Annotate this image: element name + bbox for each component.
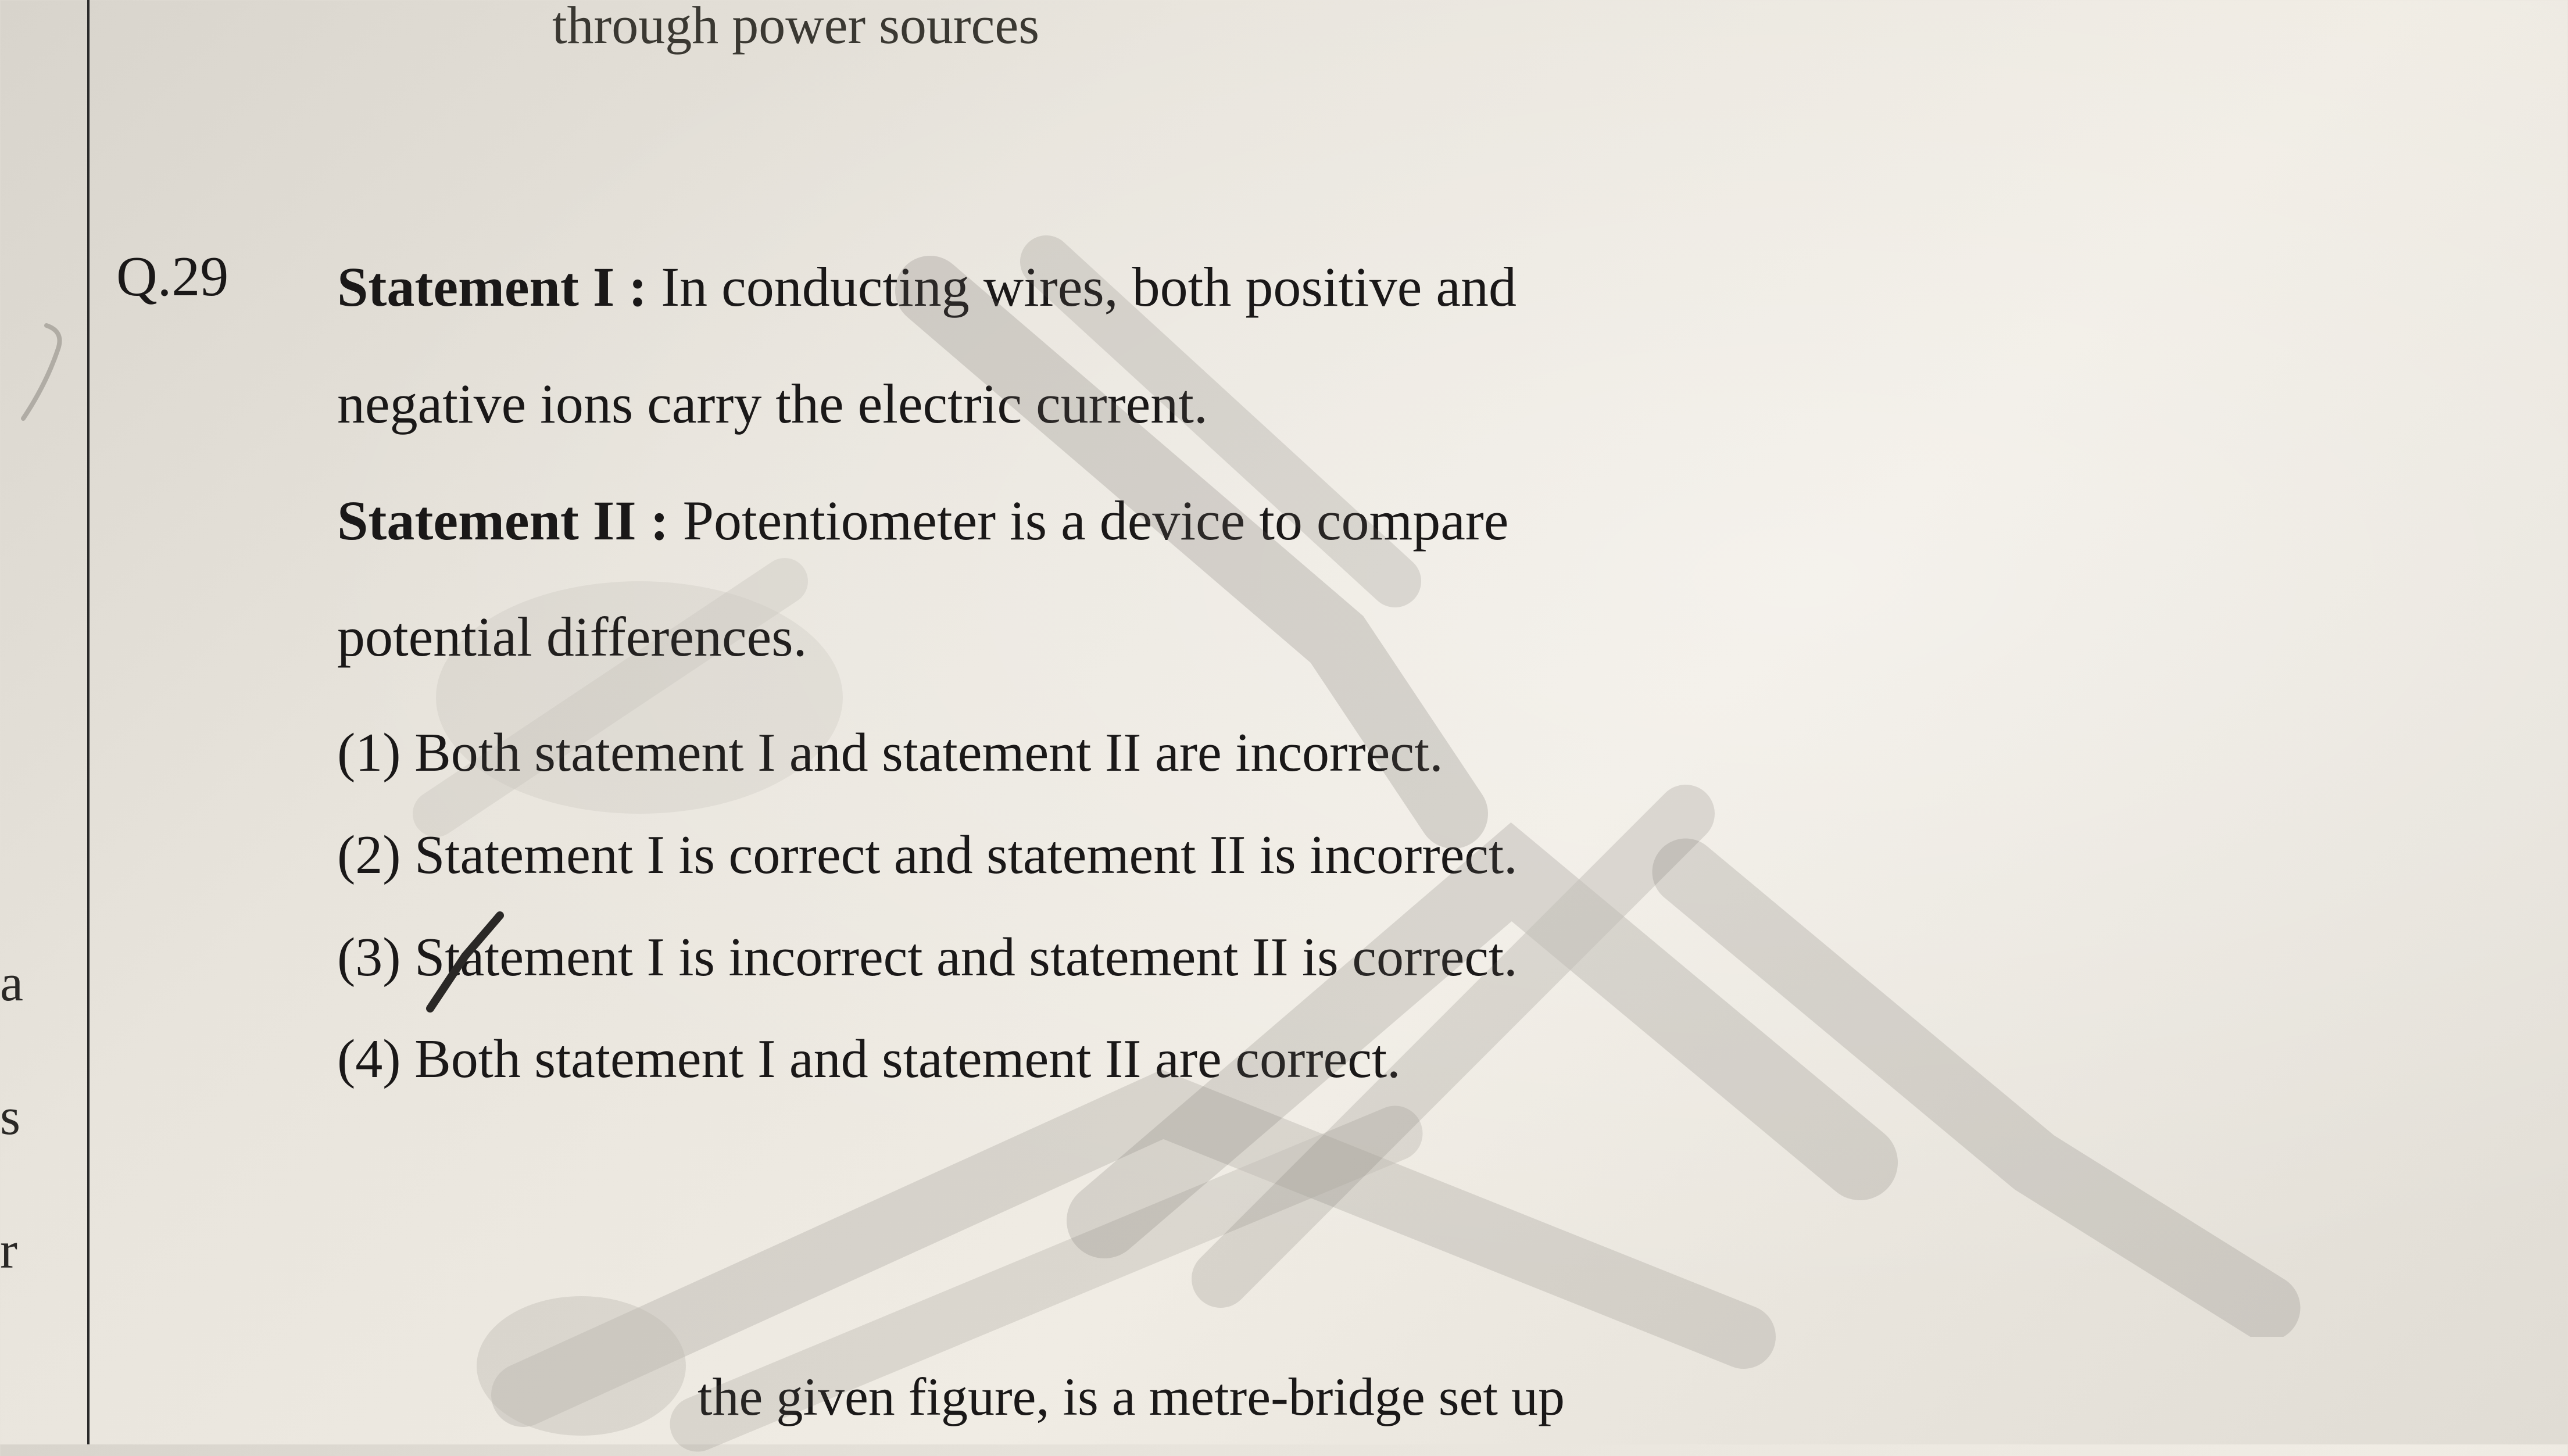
statement-2-line-1: Statement II : Potentiometer is a device… bbox=[337, 478, 2488, 564]
statement-2-label: Statement II : bbox=[337, 489, 669, 552]
option-3: (3) Statement I is incorrect and stateme… bbox=[337, 915, 2488, 1000]
page-content: through power sources Q.29 Statement I :… bbox=[0, 0, 2568, 1444]
left-edge-partial-r: r bbox=[0, 1221, 17, 1280]
question-number-label: Q.29 bbox=[116, 244, 228, 309]
option-4: (4) Both statement I and statement II ar… bbox=[337, 1017, 2488, 1102]
left-edge-partial-a: a bbox=[0, 953, 23, 1013]
option-2: (2) Statement I is correct and statement… bbox=[337, 813, 2488, 898]
statement-1-label: Statement I : bbox=[337, 256, 647, 318]
statement-1-text-a: In conducting wires, both positive and bbox=[647, 256, 1517, 318]
partial-top-text: through power sources bbox=[552, 0, 1039, 56]
option-1: (1) Both statement I and statement II ar… bbox=[337, 711, 2488, 796]
partial-bottom-text: the given figure, is a metre-bridge set … bbox=[698, 1366, 1565, 1428]
statement-2-line-2: potential differences. bbox=[337, 594, 2488, 681]
statement-2-text-a: Potentiometer is a device to compare bbox=[669, 489, 1509, 552]
statement-1-line-2: negative ions carry the electric current… bbox=[337, 361, 2488, 448]
question-body: Statement I : In conducting wires, both … bbox=[337, 244, 2488, 1119]
statement-1-line-1: Statement I : In conducting wires, both … bbox=[337, 244, 2488, 331]
left-edge-partial-s: s bbox=[0, 1087, 20, 1147]
